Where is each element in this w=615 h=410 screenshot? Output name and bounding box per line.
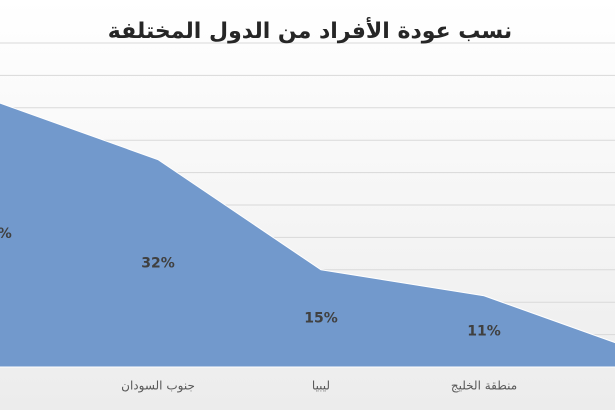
data-label: 11% xyxy=(467,323,501,339)
x-tick-label: جنوب السودان xyxy=(121,379,195,394)
x-tick-label: ليبيا xyxy=(312,379,330,393)
x-tick-label: منطقة الخليج xyxy=(451,379,517,393)
chart-title: نسب عودة الأفراد من الدول المختلفة xyxy=(108,16,512,44)
area xyxy=(0,102,615,368)
data-label: 41% xyxy=(0,226,12,242)
data-label: 15% xyxy=(304,310,338,326)
data-label: 32% xyxy=(141,255,175,271)
